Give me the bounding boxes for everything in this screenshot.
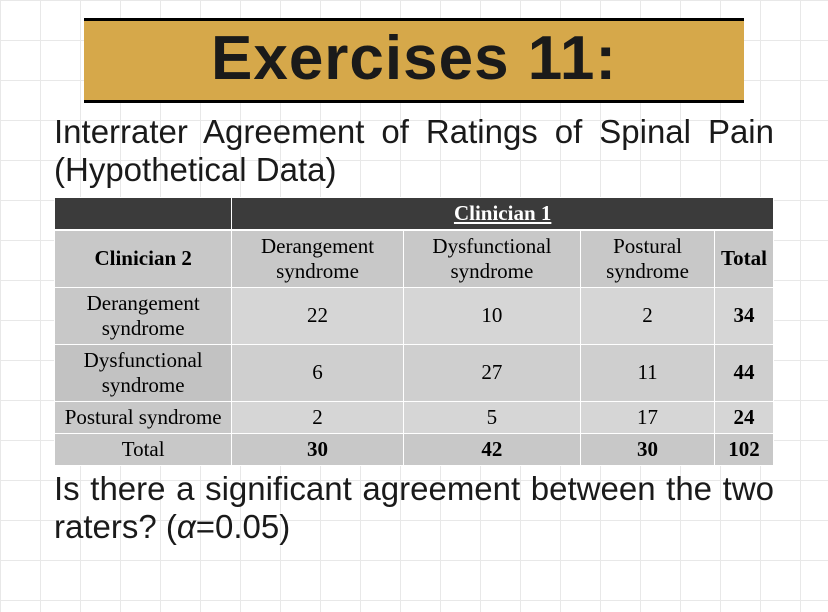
question-line-1: Is there a significant agreement between… [54, 470, 774, 508]
cell: 5 [403, 401, 580, 433]
table-row: Derangement syndrome 22 10 2 34 [55, 287, 774, 344]
cell: 30 [232, 433, 403, 465]
col-total: Total [715, 230, 774, 288]
cell: 2 [232, 401, 403, 433]
row-label: Derangement syndrome [55, 287, 232, 344]
title-band: Exercises 11: [84, 18, 744, 103]
subtitle-line-2: (Hypothetical Data) [54, 151, 336, 188]
col-postural: Postural syndrome [581, 230, 715, 288]
table-total-row: Total 30 42 30 102 [55, 433, 774, 465]
row-label: Postural syndrome [55, 401, 232, 433]
cell: 11 [581, 344, 715, 401]
subtitle: Interrater Agreement of Ratings of Spina… [54, 113, 774, 189]
question-line-2a: raters? ( [54, 508, 177, 545]
cell: 30 [581, 433, 715, 465]
agreement-table: Clinician 1 Clinician 2 Derangement synd… [54, 197, 774, 466]
subtitle-line-1: Interrater Agreement of Ratings of Spina… [54, 113, 774, 151]
col-derangement: Derangement syndrome [232, 230, 403, 288]
table-row: Postural syndrome 2 5 17 24 [55, 401, 774, 433]
row-label-total: Total [55, 433, 232, 465]
cell: 2 [581, 287, 715, 344]
cell-total: 102 [715, 433, 774, 465]
question-line-2b: =0.05) [196, 508, 291, 545]
cell: 17 [581, 401, 715, 433]
cell: 27 [403, 344, 580, 401]
cell: 22 [232, 287, 403, 344]
cell-total: 34 [715, 287, 774, 344]
cell: 42 [403, 433, 580, 465]
cell-total: 44 [715, 344, 774, 401]
header-blank [55, 197, 232, 230]
alpha-symbol: α [177, 508, 196, 545]
cell: 6 [232, 344, 403, 401]
table-row: Dysfunctional syndrome 6 27 11 44 [55, 344, 774, 401]
header-clinician-1: Clinician 1 [232, 197, 774, 230]
header-clinician-2: Clinician 2 [55, 230, 232, 288]
slide-title: Exercises 11: [211, 24, 617, 93]
question: Is there a significant agreement between… [54, 470, 774, 546]
cell-total: 24 [715, 401, 774, 433]
row-label: Dysfunctional syndrome [55, 344, 232, 401]
cell: 10 [403, 287, 580, 344]
col-dysfunctional: Dysfunctional syndrome [403, 230, 580, 288]
